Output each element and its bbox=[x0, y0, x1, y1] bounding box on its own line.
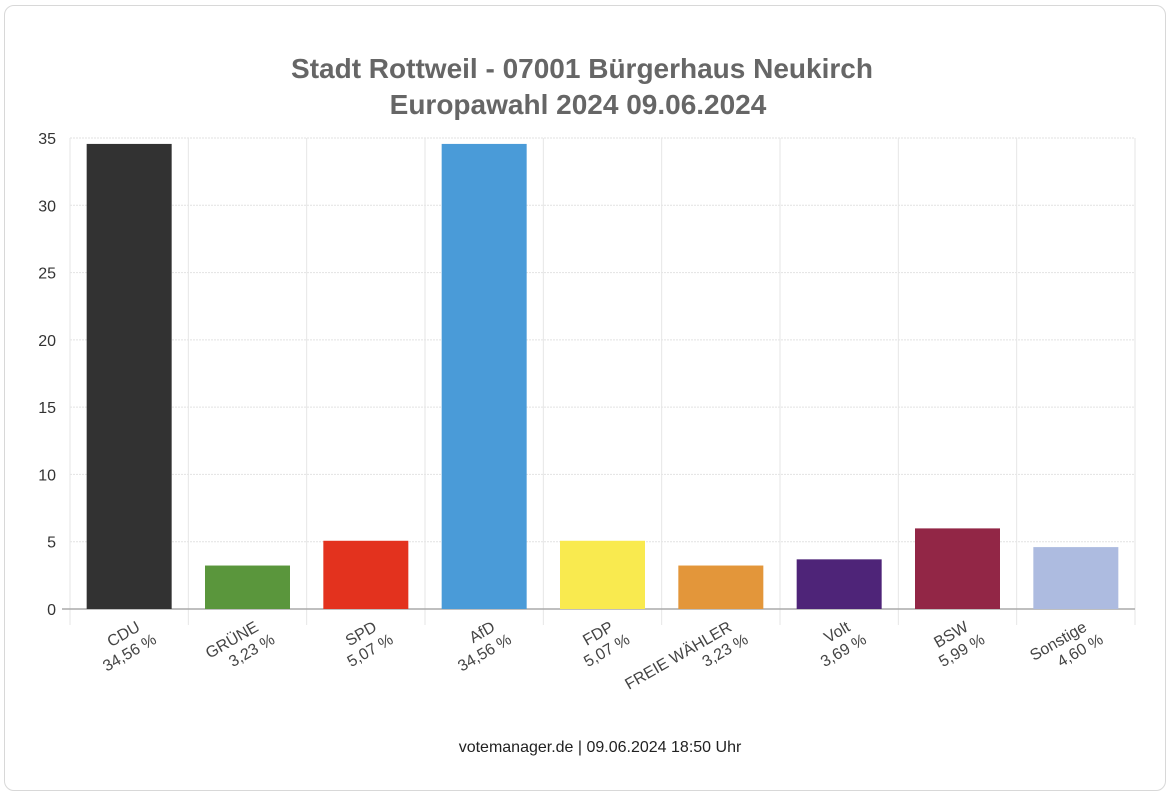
bar-sonstige bbox=[1033, 547, 1119, 609]
bar-cdu bbox=[86, 143, 172, 609]
y-tick-label: 5 bbox=[47, 535, 56, 552]
chart-footer: votemanager.de | 09.06.2024 18:50 Uhr bbox=[459, 739, 742, 756]
y-tick-label: 30 bbox=[38, 198, 56, 215]
y-tick-label: 35 bbox=[38, 131, 56, 148]
y-tick-label: 10 bbox=[38, 467, 56, 484]
chart-title-line-1: Stadt Rottweil - 07001 Bürgerhaus Neukir… bbox=[291, 53, 873, 84]
bar-freie-wähler bbox=[678, 565, 764, 609]
bar-grüne bbox=[205, 565, 290, 609]
y-tick-label: 25 bbox=[38, 266, 56, 283]
bar-spd bbox=[323, 540, 409, 609]
chart-title-line-2: Europawahl 2024 09.06.2024 bbox=[390, 89, 767, 120]
bar-volt bbox=[796, 559, 882, 609]
y-tick-label: 20 bbox=[38, 333, 56, 350]
y-tick-label: 0 bbox=[47, 602, 56, 619]
y-tick-label: 15 bbox=[38, 400, 56, 417]
chart-card bbox=[4, 5, 1166, 791]
bar-bsw bbox=[915, 528, 1000, 609]
bar-fdp bbox=[560, 540, 645, 609]
bar-afd bbox=[441, 143, 527, 609]
